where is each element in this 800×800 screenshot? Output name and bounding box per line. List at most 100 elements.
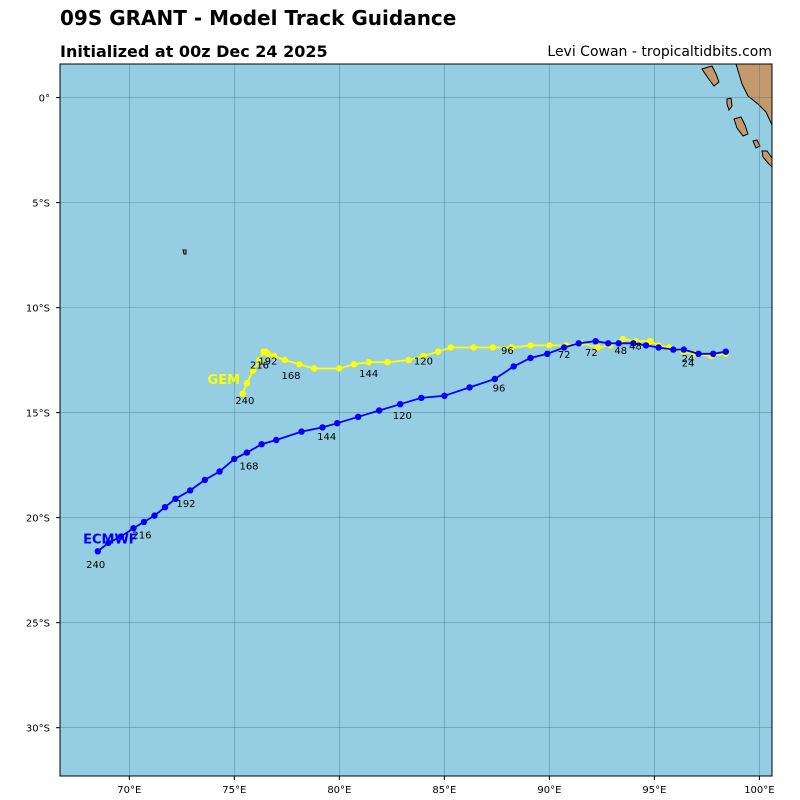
lat-tick-label: 20°S [26,514,50,525]
lon-tick-label: 85°E [432,785,456,796]
track-point-gem [256,356,263,364]
island-small-1 [752,139,761,149]
forecast-hour-label: 48 [629,342,642,353]
track-point-gem [594,344,601,351]
track-point-gem [470,344,477,351]
map-frame [59,63,773,777]
lon-tick-label: 80°E [327,785,351,796]
track-point-gem [365,359,372,366]
ocean-background [60,64,772,776]
forecast-hour-label: 24 [682,354,695,365]
forecast-hour-label: 192 [176,499,195,510]
track-point-gem [310,365,318,372]
model-label-ecmwf: ECMWF [83,533,138,548]
landmass-sumatra [735,64,772,126]
track-point-ecmwf [334,420,341,427]
track-point-gem [239,390,246,397]
track-point-gem [508,344,515,351]
track-point-ecmwf [560,344,568,351]
track-point-gem [420,352,427,360]
track-point-ecmwf [273,436,280,444]
track-point-ecmwf [376,407,383,414]
forecast-hour-label: 96 [493,384,506,395]
track-point-gem [281,356,288,364]
track-point-ecmwf [397,401,404,408]
track-point-ecmwf [355,413,362,420]
forecast-hour-label: 72 [585,348,598,359]
credit-text: Levi Cowan - tropicaltidbits.com [547,44,772,60]
forecast-hour-label: 120 [414,356,433,367]
track-point-ecmwf [172,495,179,502]
track-point-ecmwf [722,348,729,355]
track-point-ecmwf [243,449,251,456]
track-point-ecmwf [140,518,148,526]
track-point-ecmwf [105,539,112,547]
track-point-gem [405,356,412,364]
forecast-hour-label: 144 [317,432,336,443]
track-point-ecmwf [491,375,498,383]
track-point-gem [447,344,454,351]
track-point-ecmwf [655,344,662,351]
track-point-ecmwf [187,487,194,494]
track-point-gem [350,361,358,368]
track-point-ecmwf [258,441,265,448]
model-label-gem: GEM [208,373,241,388]
lon-tick-label: 90°E [537,785,561,796]
forecast-hour-label: 96 [501,346,514,357]
track-point-gem [384,359,391,366]
track-point-gem [271,352,278,360]
track-point-ecmwf [695,350,702,357]
forecast-hour-label: 192 [258,356,277,367]
forecast-hour-label: 24 [682,358,695,369]
track-point-gem [336,365,343,372]
lon-tick-label: 100°E [744,785,774,796]
island-chagos [182,249,187,255]
track-point-ecmwf [319,424,326,431]
track-point-ecmwf [642,342,650,349]
forecast-hour-label: 168 [239,461,258,472]
track-point-ecmwf [441,392,448,399]
track-point-ecmwf [680,346,687,353]
track-point-ecmwf [630,340,637,347]
track-point-ecmwf [151,512,158,519]
track-point-ecmwf [605,340,612,347]
track-point-ecmwf [94,548,102,555]
forecast-hour-label: 48 [614,346,627,357]
lon-tick-label: 75°E [222,785,246,796]
forecast-hour-label: 216 [132,531,151,542]
track-point-ecmwf [466,384,473,391]
track-point-gem [489,344,496,351]
forecast-hour-label: 168 [281,371,300,382]
track-point-ecmwf [527,354,534,362]
init-time-subtitle: Initialized at 00z Dec 24 2025 [60,42,328,61]
lat-tick-label: 30°S [26,724,50,735]
track-point-ecmwf [231,455,238,463]
track-point-gem [619,335,627,343]
lat-tick-label: 5°S [32,199,50,210]
track-point-gem [434,348,442,355]
forecast-hour-label: 72 [558,350,571,361]
island-small-2 [761,150,772,168]
island-mentawai [733,116,749,137]
track-point-ecmwf [216,468,223,475]
track-point-gem [647,338,654,345]
forecast-hour-label: 120 [393,411,412,422]
track-point-gem [260,348,267,355]
track-point-ecmwf [161,504,169,511]
track-point-ecmwf [670,346,677,353]
track-point-ecmwf [117,533,125,540]
landmass-group [182,64,772,255]
lat-tick-label: 10°S [26,304,50,315]
axis-labels: 70°E 75°E 80°E 85°E 90°E 95°E 100°E 0° 5°S 10°S 15… [26,94,775,796]
track-point-ecmwf [510,363,517,370]
lat-tick-label: 15°S [26,409,50,420]
track-point-ecmwf [201,476,209,484]
lat-tick-label: 25°S [26,619,50,630]
track-point-ecmwf [710,350,717,357]
track-point-ecmwf [418,394,425,402]
track-point-ecmwf [592,338,599,345]
track-ecmwf [94,338,729,555]
forecast-hour-label: 240 [235,396,254,407]
track-point-gem [243,380,251,387]
forecast-hour-label: 240 [86,560,105,571]
